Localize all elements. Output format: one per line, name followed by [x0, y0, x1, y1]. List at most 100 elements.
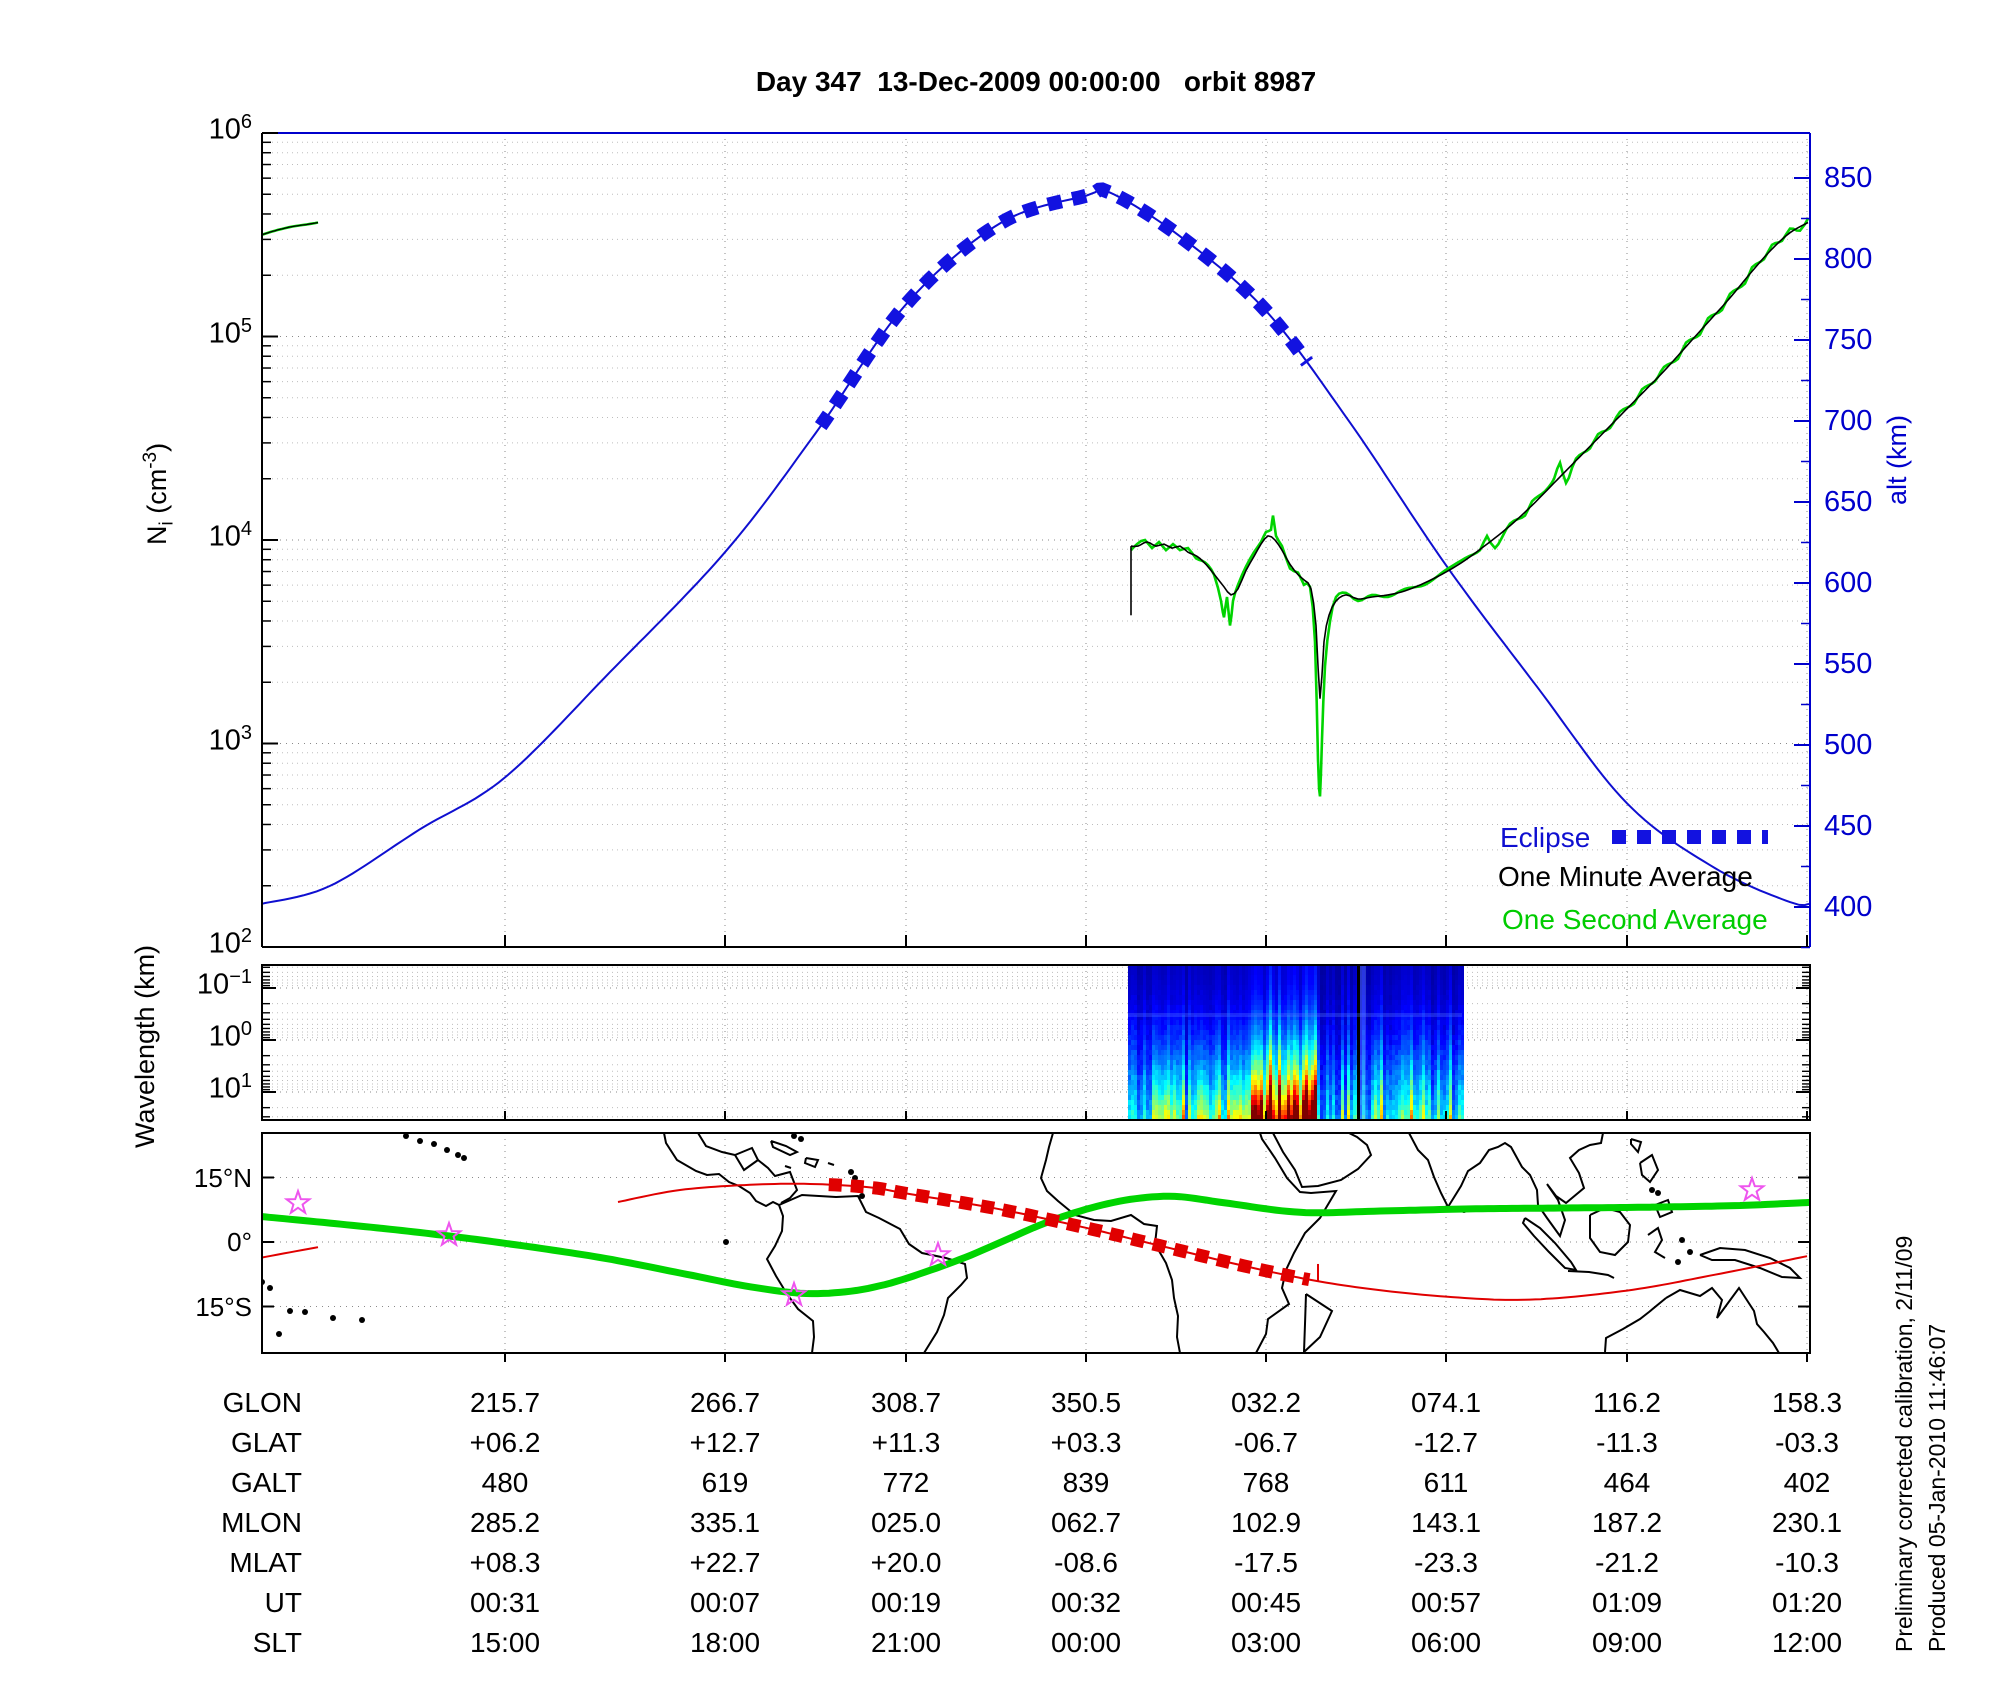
alt-tick-800: 800: [1824, 243, 1873, 275]
table-cell-glon-7: 116.2: [1593, 1387, 1661, 1418]
table-cell-slt-1: 15:00: [469, 1627, 541, 1658]
wavelength-panel-frame: [261, 964, 1811, 1121]
calibration-note: Preliminary corrected calibration, 2/11/…: [1891, 1235, 1917, 1652]
table-cell-ut-3: 00:19: [870, 1587, 942, 1618]
table-cell-glon-5: 032.2: [1230, 1387, 1302, 1418]
table-cell-mlat-2: +22.7: [689, 1547, 761, 1578]
map-frame: [261, 1132, 1811, 1362]
map-lat-label-15n: 15°N: [193, 1163, 252, 1193]
one-minute-average-curve: [261, 221, 1809, 699]
table-cell-mlon-4: 062.7: [1050, 1507, 1122, 1538]
table-cell-glat-7: -11.3: [1596, 1427, 1658, 1458]
ni-tick-10e5: 105: [208, 314, 252, 350]
table-cell-galt-6: 611: [1423, 1467, 1469, 1498]
table-cell-glat-5: -06.7: [1234, 1427, 1298, 1458]
table-cell-slt-5: 03:00: [1230, 1627, 1302, 1658]
table-cell-galt-5: 768: [1242, 1467, 1290, 1498]
ni-tick-10e3: 103: [208, 721, 252, 757]
page-title: Day 347 13-Dec-2009 00:00:00 orbit 8987: [755, 66, 1317, 97]
table-cell-glat-6: -12.7: [1414, 1427, 1478, 1458]
table-cell-galt-7: 464: [1603, 1467, 1651, 1498]
alt-tick-500: 500: [1824, 729, 1873, 761]
table-cell-ut-1: 00:31: [469, 1587, 541, 1618]
table-cell-galt-3: 772: [882, 1467, 930, 1498]
table-cell-mlat-8: -10.3: [1775, 1547, 1839, 1578]
table-cell-ut-5: 00:45: [1230, 1587, 1302, 1618]
table-row-label-mlat: MLAT: [229, 1547, 302, 1578]
wavelength-panel-gridlines: [262, 965, 1810, 1120]
alt-tick-400: 400: [1824, 891, 1873, 923]
table-cell-ut-6: 00:57: [1410, 1587, 1482, 1618]
table-cell-mlat-5: -17.5: [1234, 1547, 1298, 1578]
one-second-average-curve: [261, 217, 1810, 797]
table-cell-mlat-7: -21.2: [1595, 1547, 1659, 1578]
alt-tick-550: 550: [1824, 648, 1873, 680]
table-cell-glon-4: 350.5: [1050, 1387, 1122, 1418]
table-cell-slt-7: 09:00: [1591, 1627, 1663, 1658]
map-lat-label-0: 0°: [227, 1227, 252, 1257]
ni-tick-10e6: 106: [208, 111, 252, 146]
altitude-curve: [261, 188, 1811, 907]
table-row-label-glat: GLAT: [230, 1427, 302, 1458]
table-cell-ut-2: 00:07: [689, 1587, 761, 1618]
table-cell-glat-2: +12.7: [689, 1427, 761, 1458]
table-cell-mlon-6: 143.1: [1410, 1507, 1482, 1538]
table-cell-mlon-3: 025.0: [870, 1507, 942, 1538]
table-cell-glat-8: -03.3: [1775, 1427, 1839, 1458]
eclipse-dashed-segment: [814, 182, 1314, 431]
table-cell-ut-4: 00:32: [1050, 1587, 1122, 1618]
table-cell-slt-3: 21:00: [870, 1627, 942, 1658]
table-cell-ut-7: 01:09: [1591, 1587, 1663, 1618]
table-cell-glat-3: +11.3: [871, 1427, 941, 1458]
alt-tick-700: 700: [1824, 405, 1873, 437]
table-cell-ut-8: 01:20: [1771, 1587, 1843, 1618]
table-cell-mlat-3: +20.0: [870, 1547, 942, 1578]
table-cell-galt-1: 480: [481, 1467, 529, 1498]
alt-tick-750: 750: [1824, 324, 1873, 356]
table-cell-galt-2: 619: [701, 1467, 749, 1498]
alt-tick-600: 600: [1824, 567, 1873, 599]
ni-tick-10e4: 104: [208, 518, 252, 553]
table-cell-galt-4: 839: [1062, 1467, 1110, 1498]
table-cell-mlon-7: 187.2: [1591, 1507, 1663, 1538]
table-cell-mlat-6: -23.3: [1414, 1547, 1478, 1578]
table-cell-slt-6: 06:00: [1410, 1627, 1482, 1658]
table-cell-glon-3: 308.7: [870, 1387, 942, 1418]
table-cell-glat-4: +03.3: [1050, 1427, 1122, 1458]
alt-tick-450: 450: [1824, 810, 1873, 842]
ni-tick-10e2: 102: [208, 925, 252, 960]
legend-one-minute-label: One Minute Average: [1498, 861, 1753, 892]
table-cell-glon-8: 158.3: [1771, 1387, 1843, 1418]
table-cell-slt-4: 00:00: [1050, 1627, 1122, 1658]
table-cell-mlon-8: 230.1: [1771, 1507, 1843, 1538]
wavelength-tick-10e-1: 10−1: [196, 966, 252, 1001]
station-star-markers: [283, 1174, 1767, 1308]
alt-tick-850: 850: [1824, 162, 1873, 194]
legend-eclipse-label: Eclipse: [1500, 822, 1591, 853]
table-cell-glon-1: 215.7: [469, 1387, 541, 1418]
spectrogram-heatmap: [1128, 965, 1464, 1120]
top-panel-gridlines: [262, 133, 1810, 948]
table-cell-glon-2: 266.7: [689, 1387, 761, 1418]
table-row-label-slt: SLT: [252, 1627, 302, 1658]
table-row-label-ut: UT: [264, 1587, 302, 1618]
produced-note: Produced 05-Jan-2010 11:46:07: [1924, 1323, 1950, 1652]
table-cell-mlon-2: 335.1: [689, 1507, 761, 1538]
legend-one-second-label: One Second Average: [1502, 904, 1768, 935]
table-cell-slt-2: 18:00: [689, 1627, 761, 1658]
top-panel-frame: [261, 132, 1811, 949]
magnetic-equator-line: [262, 1192, 1810, 1298]
table-cell-galt-8: 402: [1783, 1467, 1831, 1498]
table-cell-glat-1: +06.2: [469, 1427, 541, 1458]
table-cell-mlon-5: 102.9: [1230, 1507, 1302, 1538]
table-row-label-galt: GALT: [230, 1467, 302, 1498]
table-cell-mlon-1: 285.2: [469, 1507, 541, 1538]
alt-tick-650: 650: [1824, 486, 1873, 518]
table-row-label-glon: GLON: [222, 1387, 302, 1418]
table-cell-mlat-4: -08.6: [1054, 1547, 1118, 1578]
wavelength-tick-10e1: 101: [208, 1070, 252, 1105]
map-lat-label-15s: 15°S: [195, 1292, 252, 1322]
table-row-label-mlon: MLON: [221, 1507, 302, 1538]
